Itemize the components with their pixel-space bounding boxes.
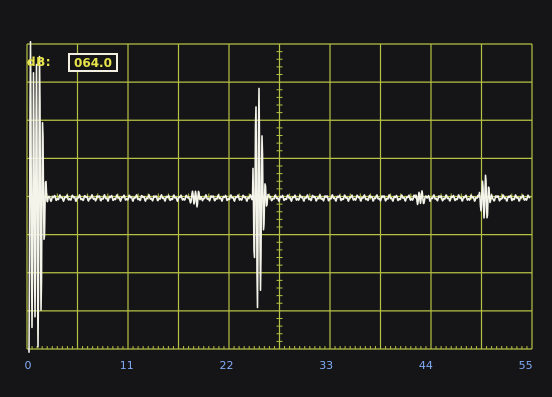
time-axis-label: 22 [219, 359, 233, 372]
time-axis-label: 11 [120, 359, 134, 372]
a-scan-trace [28, 40, 531, 353]
time-axis-label: 44 [419, 359, 433, 372]
time-axis-label: 33 [319, 359, 333, 372]
gain-value: 064.0 [68, 53, 118, 72]
time-axis-label: 0 [25, 359, 32, 372]
gain-label: dB: [27, 55, 52, 69]
time-axis-label: 55 [519, 359, 533, 372]
time-axis-labels: 0 11 22 33 44 55 [25, 359, 533, 372]
